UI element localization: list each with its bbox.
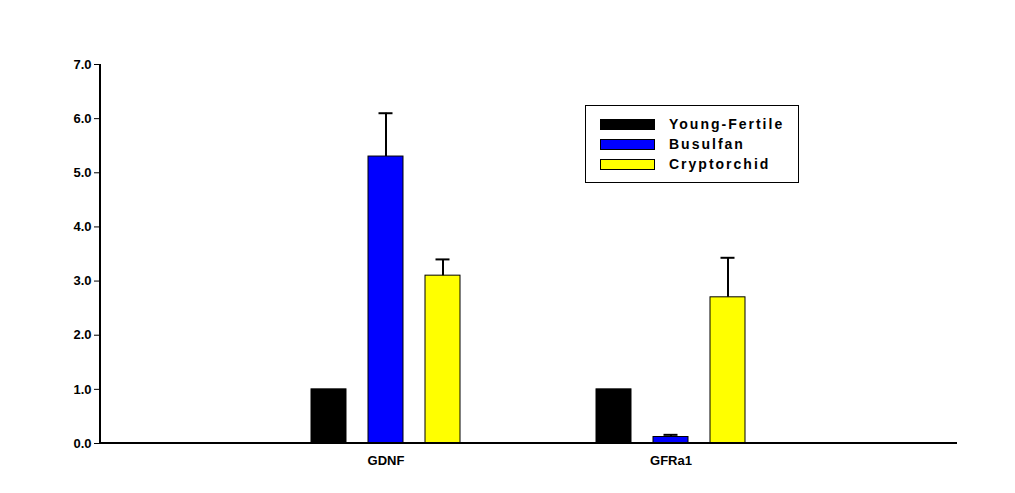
html-text:Busulfan: Busulfan <box>669 136 745 152</box>
svg-text:6.0: 6.0 <box>73 111 91 126</box>
svg-text:2.0: 2.0 <box>73 327 91 342</box>
svg-text:4.0: 4.0 <box>73 219 91 234</box>
svg-text:0.0: 0.0 <box>73 436 91 451</box>
html-text:Cryptorchid: Cryptorchid <box>669 156 771 172</box>
svg-text:3.0: 3.0 <box>73 273 91 288</box>
html-text:Young-Fertile: Young-Fertile <box>669 116 785 132</box>
svg-text:GDNF: GDNF <box>368 453 405 468</box>
svg-text:GFRa1: GFRa1 <box>650 453 692 468</box>
svg-text:1.0: 1.0 <box>73 382 91 397</box>
svg-text:7.0: 7.0 <box>73 57 91 72</box>
svg-text:5.0: 5.0 <box>73 165 91 180</box>
